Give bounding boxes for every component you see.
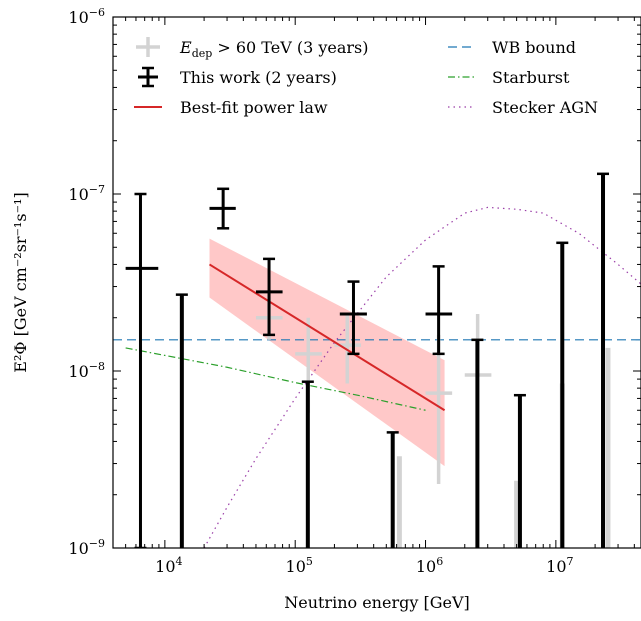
y-tick-label-1: 10−8	[68, 360, 105, 381]
legend-three-year-label: Edep > 60 TeV (3 years)	[179, 38, 369, 60]
legend-wb-label: WB bound	[492, 38, 576, 57]
x-tick-label-3: 107	[546, 555, 573, 576]
legend-stecker-label: Stecker AGN	[492, 98, 598, 117]
x-tick-label-0: 104	[155, 555, 182, 576]
plot-frame	[112, 16, 641, 549]
legend-best-fit-label: Best-fit power law	[180, 98, 328, 117]
legend-this-work-label: This work (2 years)	[180, 68, 337, 87]
x-tick-label-2: 106	[416, 555, 443, 576]
y-tick-label-0: 10−9	[68, 537, 105, 558]
x-axis-title: Neutrino energy [GeV]	[284, 593, 470, 612]
y-tick-label-2: 10−7	[68, 183, 105, 204]
y-axis-title: E²Φ [GeV cm⁻²sr⁻¹s⁻¹]	[11, 192, 30, 372]
y-tick-label-3: 10−6	[68, 6, 105, 27]
tick-marks	[112, 16, 641, 549]
legend-starburst-label: Starburst	[492, 68, 570, 87]
starburst-line	[125, 347, 426, 411]
legend: Edep > 60 TeV (3 years) This work (2 year…	[134, 37, 598, 117]
plot-area	[113, 172, 641, 548]
x-tick-label-1: 105	[286, 555, 313, 576]
best-fit-line	[208, 263, 446, 412]
